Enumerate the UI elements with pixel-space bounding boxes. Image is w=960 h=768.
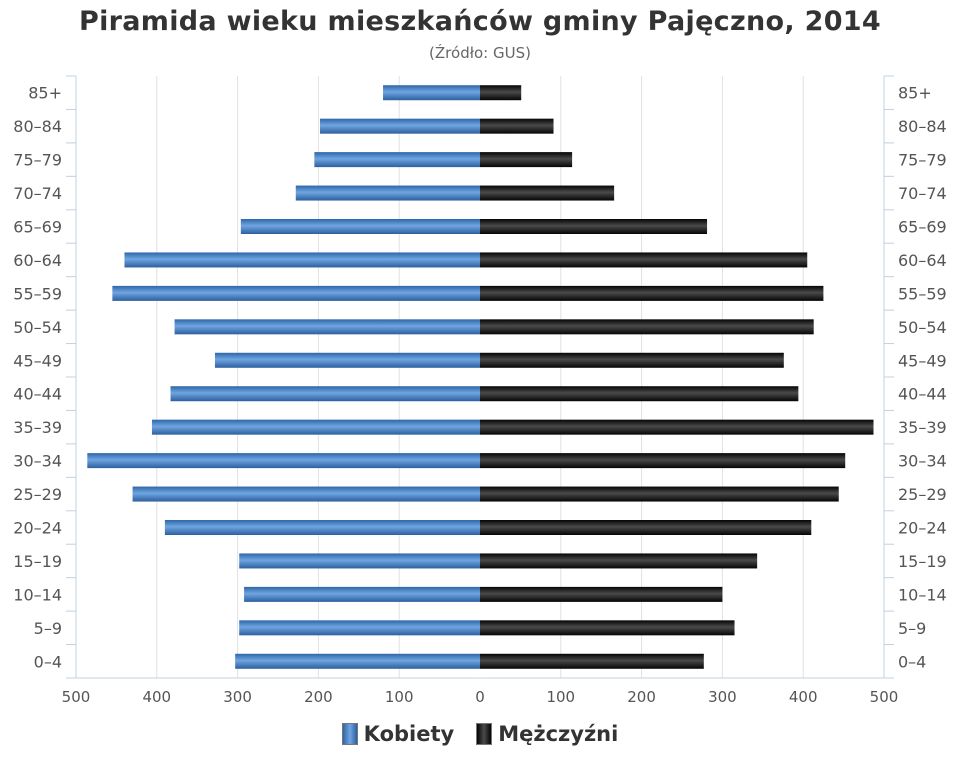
- bar-kobiety[interactable]: [132, 486, 480, 502]
- bar-kobiety[interactable]: [239, 553, 480, 569]
- x-tick-label: 100: [546, 688, 575, 706]
- bar-mezczyzni[interactable]: [480, 319, 814, 335]
- category-label-left: 40–44: [13, 385, 62, 404]
- x-tick-label: 100: [385, 688, 414, 706]
- bar-kobiety[interactable]: [112, 285, 481, 301]
- category-label-left: 50–54: [13, 318, 62, 337]
- bar-mezczyzni[interactable]: [480, 152, 573, 168]
- bar-mezczyzni[interactable]: [480, 453, 846, 469]
- bar-kobiety[interactable]: [170, 386, 480, 402]
- tick-labels: 500 400 300 200 100 0 100 200 300 400 500 85+ 85+ 80–…: [13, 84, 946, 706]
- bar-kobiety[interactable]: [314, 152, 480, 168]
- bar-mezczyzni[interactable]: [480, 185, 615, 201]
- category-label-left: 75–79: [13, 151, 62, 170]
- x-tick-label: 400: [789, 688, 818, 706]
- category-label-left: 30–34: [13, 452, 62, 471]
- bar-mezczyzni[interactable]: [480, 85, 522, 101]
- bar-mezczyzni[interactable]: [480, 285, 824, 301]
- category-label-right: 35–39: [898, 418, 947, 437]
- bar-mezczyzni[interactable]: [480, 553, 758, 569]
- category-label-right: 55–59: [898, 284, 947, 303]
- legend-item-kobiety[interactable]: Kobiety: [341, 722, 455, 746]
- bar-kobiety[interactable]: [235, 653, 480, 669]
- bar-mezczyzni[interactable]: [480, 386, 799, 402]
- category-label-left: 70–74: [13, 184, 62, 203]
- bar-mezczyzni[interactable]: [480, 486, 839, 502]
- bar-kobiety[interactable]: [87, 453, 480, 469]
- bar-mezczyzni[interactable]: [480, 118, 554, 134]
- category-label-left: 55–59: [13, 284, 62, 303]
- bar-kobiety[interactable]: [295, 185, 480, 201]
- bar-mezczyzni[interactable]: [480, 586, 723, 602]
- x-tick-label: 500: [62, 688, 91, 706]
- category-label-right: 15–19: [898, 552, 947, 571]
- legend-label-kobiety: Kobiety: [363, 722, 455, 746]
- bar-mezczyzni[interactable]: [480, 520, 812, 535]
- bar-mezczyzni[interactable]: [480, 620, 735, 636]
- bar-kobiety[interactable]: [383, 85, 480, 101]
- x-tick-label: 300: [223, 688, 252, 706]
- category-label-left: 15–19: [13, 552, 62, 571]
- bar-kobiety[interactable]: [239, 620, 480, 636]
- category-label-right: 30–34: [898, 452, 947, 471]
- category-label-left: 10–14: [13, 585, 62, 604]
- bar-mezczyzni[interactable]: [480, 352, 784, 368]
- category-label-right: 40–44: [898, 385, 947, 404]
- bar-kobiety[interactable]: [164, 520, 480, 535]
- category-label-left: 85+: [28, 84, 62, 103]
- category-label-right: 0–4: [898, 652, 926, 671]
- x-tick-label: 300: [708, 688, 737, 706]
- bar-mezczyzni[interactable]: [480, 252, 808, 268]
- legend-item-mezczyzni[interactable]: Mężczyźni: [476, 722, 618, 746]
- category-label-left: 20–24: [13, 519, 62, 538]
- x-tick-label: 200: [304, 688, 333, 706]
- category-label-left: 65–69: [13, 218, 62, 237]
- category-label-left: 45–49: [13, 351, 62, 370]
- chart-title: Piramida wieku mieszkańców gminy Pajęczn…: [79, 6, 881, 37]
- category-label-right: 85+: [898, 84, 932, 103]
- bars: [87, 85, 874, 669]
- category-label-left: 25–29: [13, 485, 62, 504]
- category-label-right: 70–74: [898, 184, 947, 203]
- bar-kobiety[interactable]: [174, 319, 481, 335]
- category-label-left: 5–9: [34, 619, 62, 638]
- category-label-right: 45–49: [898, 351, 947, 370]
- bar-mezczyzni[interactable]: [480, 219, 708, 234]
- legend-swatch-kobiety: [341, 723, 358, 745]
- x-tick-label: 500: [870, 688, 899, 706]
- bar-kobiety[interactable]: [240, 219, 480, 234]
- bar-kobiety[interactable]: [124, 252, 480, 268]
- chart-subtitle: (Źródło: GUS): [429, 44, 531, 62]
- legend: Kobiety Mężczyźni: [0, 722, 960, 746]
- bar-kobiety[interactable]: [151, 419, 480, 435]
- category-label-right: 10–14: [898, 585, 947, 604]
- axes: [66, 75, 894, 679]
- bar-kobiety[interactable]: [320, 118, 480, 134]
- bar-kobiety[interactable]: [214, 352, 480, 368]
- category-label-left: 35–39: [13, 418, 62, 437]
- bar-mezczyzni[interactable]: [480, 653, 704, 669]
- category-label-right: 75–79: [898, 151, 947, 170]
- x-tick-label: 200: [627, 688, 656, 706]
- category-label-left: 60–64: [13, 251, 62, 270]
- legend-swatch-mezczyzni: [476, 723, 493, 745]
- x-tick-label: 0: [475, 688, 485, 706]
- category-label-right: 20–24: [898, 519, 947, 538]
- bar-mezczyzni[interactable]: [480, 419, 874, 435]
- category-label-left: 0–4: [34, 652, 62, 671]
- category-label-right: 60–64: [898, 251, 947, 270]
- x-tick-label: 400: [142, 688, 171, 706]
- legend-label-mezczyzni: Mężczyźni: [498, 722, 619, 746]
- category-label-right: 5–9: [898, 619, 926, 638]
- category-label-right: 25–29: [898, 485, 947, 504]
- category-label-right: 80–84: [898, 117, 947, 136]
- category-label-right: 50–54: [898, 318, 947, 337]
- category-label-left: 80–84: [13, 117, 62, 136]
- category-label-right: 65–69: [898, 218, 947, 237]
- bar-kobiety[interactable]: [244, 586, 480, 602]
